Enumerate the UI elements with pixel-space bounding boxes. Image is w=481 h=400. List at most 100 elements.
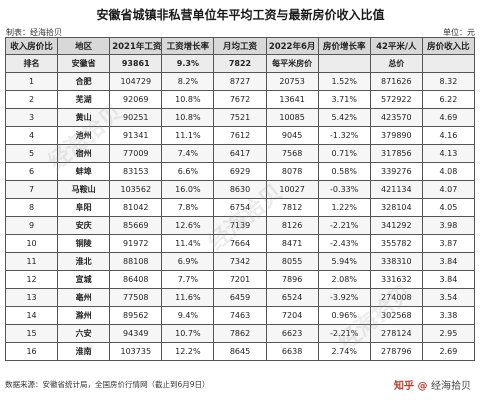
table-cell: 4 bbox=[4, 126, 59, 145]
table-cell: 331632 bbox=[369, 270, 423, 289]
table-cell: 77009 bbox=[109, 144, 163, 163]
table-cell: 马鞍山 bbox=[57, 180, 111, 199]
table-cell: 9045 bbox=[265, 126, 319, 145]
table-cell: 15 bbox=[4, 324, 59, 343]
brand-prefix: 知乎 @ bbox=[394, 381, 431, 392]
header-row: 收入房价比 地区 2021年工资 工资增长率 月均工资 2022年6月 房价增长率 42平米/… bbox=[4, 37, 476, 55]
subheader-cell: 总价 bbox=[369, 54, 423, 73]
column-header: 收入房价比 bbox=[4, 37, 59, 55]
table-cell: 7 bbox=[4, 180, 59, 199]
table-row: 13 亳州 77508 11.6% 6459 6524 -3.92% 274008 3.54 bbox=[4, 288, 476, 307]
table-cell: 4.05 bbox=[421, 198, 476, 217]
table-cell: 12 bbox=[4, 270, 59, 289]
table-cell: 7896 bbox=[265, 270, 319, 289]
subheader-cell: 9.3% bbox=[161, 54, 215, 73]
table-cell: 2.74% bbox=[317, 342, 371, 361]
table-cell: 317856 bbox=[369, 144, 423, 163]
maker-note: 制表：经海拾贝 bbox=[6, 28, 62, 37]
table-cell: 10 bbox=[4, 234, 59, 253]
table-cell: 宣城 bbox=[57, 270, 111, 289]
column-header: 房价收入比 bbox=[421, 37, 476, 55]
table-cell: 16.0% bbox=[161, 180, 215, 199]
table-cell: 8055 bbox=[265, 252, 319, 271]
subheader-cell: 每平米房价 bbox=[265, 54, 319, 73]
table-cell: 宿州 bbox=[57, 144, 111, 163]
column-header: 42平米/人 bbox=[369, 37, 423, 55]
table-cell: 10.7% bbox=[161, 324, 215, 343]
table-cell: 355782 bbox=[369, 234, 423, 253]
table-cell: 7.7% bbox=[161, 270, 215, 289]
table-cell: 10.8% bbox=[161, 90, 215, 109]
table-cell: 8.2% bbox=[161, 72, 215, 91]
table-cell: 4.69 bbox=[421, 108, 476, 127]
table-row: 6 蚌埠 83153 6.6% 6929 8078 0.58% 339276 4.08 bbox=[4, 162, 476, 181]
table-row: 10 铜陵 91972 11.4% 7664 8471 -2.43% 355782 3.87 bbox=[4, 234, 476, 253]
table-cell: 11.6% bbox=[161, 288, 215, 307]
brand-name: 经海拾贝 bbox=[431, 381, 471, 392]
table-cell: 5 bbox=[4, 144, 59, 163]
table-cell: 16 bbox=[4, 342, 59, 361]
table-cell: 8630 bbox=[213, 180, 267, 199]
table-row: 8 阜阳 81042 7.8% 6754 7812 1.22% 328104 4.05 bbox=[4, 198, 476, 217]
table-cell: 7812 bbox=[265, 198, 319, 217]
table-cell: 421134 bbox=[369, 180, 423, 199]
table-cell: 104729 bbox=[109, 72, 163, 91]
table-cell: 11.1% bbox=[161, 126, 215, 145]
table-cell: 3.98 bbox=[421, 216, 476, 235]
table-cell: 铜陵 bbox=[57, 234, 111, 253]
table-cell: 8.32 bbox=[421, 72, 476, 91]
table-cell: 6417 bbox=[213, 144, 267, 163]
table-cell: 90251 bbox=[109, 108, 163, 127]
table-cell: 4.13 bbox=[421, 144, 476, 163]
table-cell: 9 bbox=[4, 216, 59, 235]
table-cell: 3.84 bbox=[421, 270, 476, 289]
table-cell: 安庆 bbox=[57, 216, 111, 235]
column-header: 2022年6月 bbox=[265, 37, 319, 55]
table-cell: 91341 bbox=[109, 126, 163, 145]
table-cell: 6.9% bbox=[161, 252, 215, 271]
table-row: 9 安庆 85669 12.6% 7139 8126 -2.21% 341292 3.98 bbox=[4, 216, 476, 235]
table-cell: 6.6% bbox=[161, 162, 215, 181]
table-cell: 2 bbox=[4, 90, 59, 109]
table-cell: 8078 bbox=[265, 162, 319, 181]
table-cell: -2.43% bbox=[317, 234, 371, 253]
table-cell: 11 bbox=[4, 252, 59, 271]
table-cell: 92069 bbox=[109, 90, 163, 109]
table-cell: 8727 bbox=[213, 72, 267, 91]
table-cell: 亳州 bbox=[57, 288, 111, 307]
table-cell: 81042 bbox=[109, 198, 163, 217]
table-cell: 3.71% bbox=[317, 90, 371, 109]
table-cell: 7204 bbox=[265, 306, 319, 325]
table-cell: 89562 bbox=[109, 306, 163, 325]
data-source: 数据来源：安徽省统计局，全国房价行情网（截止到6月9日） bbox=[5, 380, 210, 389]
table-cell: 274008 bbox=[369, 288, 423, 307]
table-cell: 滁州 bbox=[57, 306, 111, 325]
table-cell: 5.94% bbox=[317, 252, 371, 271]
table-cell: 4.07 bbox=[421, 180, 476, 199]
table-cell: 7139 bbox=[213, 216, 267, 235]
table-cell: 8126 bbox=[265, 216, 319, 235]
table-row: 7 马鞍山 103562 16.0% 8630 10027 -0.33% 421134 4.07 bbox=[4, 180, 476, 199]
table-cell: 77508 bbox=[109, 288, 163, 307]
table-cell: 7.4% bbox=[161, 144, 215, 163]
table-cell: -2.21% bbox=[317, 216, 371, 235]
column-header: 房价增长率 bbox=[317, 37, 371, 55]
table-cell: 6459 bbox=[213, 288, 267, 307]
table-cell: 3 bbox=[4, 108, 59, 127]
table-cell: 淮北 bbox=[57, 252, 111, 271]
table-row: 12 宣城 86408 7.7% 7201 7896 2.08% 331632 3.84 bbox=[4, 270, 476, 289]
table-row: 15 六安 94349 10.7% 7862 6623 -2.21% 278124 2.95 bbox=[4, 324, 476, 343]
table-cell: 103735 bbox=[109, 342, 163, 361]
column-header: 月均工资 bbox=[213, 37, 267, 55]
table-cell: 9.4% bbox=[161, 306, 215, 325]
table-cell: 7201 bbox=[213, 270, 267, 289]
table-cell: 871626 bbox=[369, 72, 423, 91]
table-cell: 黄山 bbox=[57, 108, 111, 127]
table-cell: 85669 bbox=[109, 216, 163, 235]
table-cell: -3.92% bbox=[317, 288, 371, 307]
table-cell: 338310 bbox=[369, 252, 423, 271]
table-cell: 7612 bbox=[213, 126, 267, 145]
table-cell: 10085 bbox=[265, 108, 319, 127]
table-cell: 3.54 bbox=[421, 288, 476, 307]
table-cell: 2.08% bbox=[317, 270, 371, 289]
